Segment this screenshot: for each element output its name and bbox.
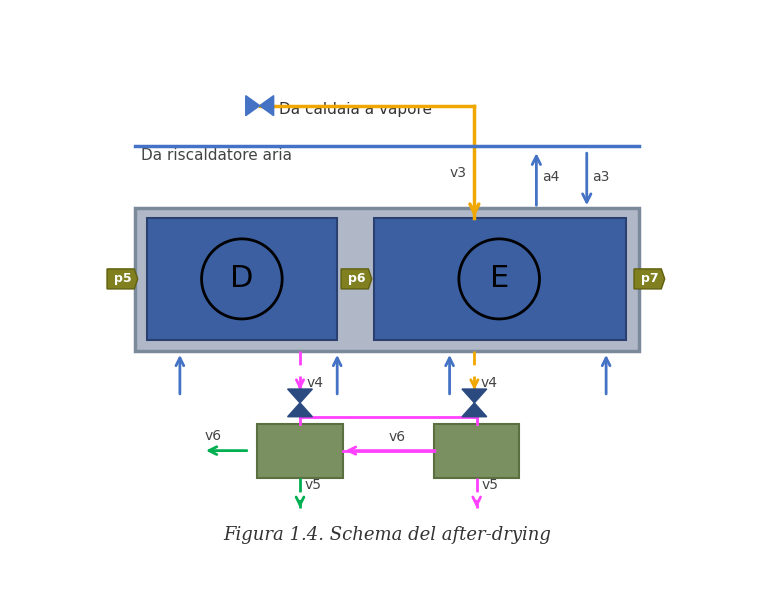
Polygon shape xyxy=(634,269,665,289)
Polygon shape xyxy=(260,96,273,115)
Text: p5: p5 xyxy=(114,273,131,285)
Text: D: D xyxy=(230,265,254,293)
Bar xyxy=(434,423,519,478)
Polygon shape xyxy=(462,403,487,417)
Polygon shape xyxy=(246,96,260,115)
Text: E: E xyxy=(490,265,509,293)
Bar xyxy=(257,423,343,478)
Polygon shape xyxy=(462,389,487,403)
Text: p6: p6 xyxy=(347,273,365,285)
Text: v4: v4 xyxy=(481,376,497,390)
Text: v6: v6 xyxy=(388,430,406,444)
Polygon shape xyxy=(288,389,313,403)
Text: v3: v3 xyxy=(450,166,466,180)
Bar xyxy=(148,218,337,340)
Text: a4: a4 xyxy=(542,170,559,184)
Text: v5: v5 xyxy=(304,478,322,492)
Bar xyxy=(135,208,639,351)
Text: a3: a3 xyxy=(592,170,609,184)
Text: p7: p7 xyxy=(640,273,658,285)
Text: v5: v5 xyxy=(481,478,498,492)
Text: Da riscaldatore aria: Da riscaldatore aria xyxy=(141,148,292,163)
Polygon shape xyxy=(107,269,138,289)
Polygon shape xyxy=(288,403,313,417)
Text: v4: v4 xyxy=(306,376,323,390)
Text: v6: v6 xyxy=(204,429,222,443)
Bar xyxy=(374,218,625,340)
Polygon shape xyxy=(341,269,372,289)
Text: Da caldaia a vapore: Da caldaia a vapore xyxy=(279,102,432,117)
Text: Figura 1.4. Schema del after-drying: Figura 1.4. Schema del after-drying xyxy=(223,526,552,544)
